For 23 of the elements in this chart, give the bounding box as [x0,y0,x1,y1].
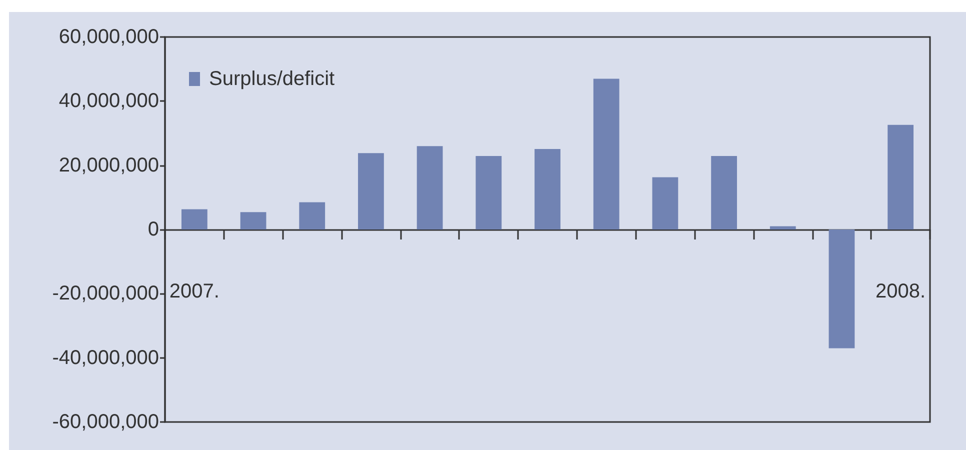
bar [299,202,326,230]
y-tick-label: -60,000,000 [52,411,159,433]
bar [770,226,796,230]
bar [416,146,443,230]
bar [593,78,620,230]
bar [828,230,855,348]
bar [476,156,502,230]
y-tick-label: -40,000,000 [52,346,159,369]
legend-label: Surplus/deficit [209,68,336,90]
bar [240,212,266,230]
y-tick-label: 40,000,000 [58,90,159,112]
y-tick-label: -20,000,000 [52,282,159,305]
bar [534,148,560,230]
x-tick-label: 2008. [876,280,926,302]
y-tick-label: 20,000,000 [58,154,159,176]
bar [888,124,914,230]
bar [652,177,678,230]
x-tick-label: 2007. [169,280,220,302]
bar [358,153,384,230]
y-tick-label: 60,000,000 [58,26,159,48]
y-tick-label: 0 [148,218,159,240]
bar [711,156,737,230]
bar [181,209,208,230]
